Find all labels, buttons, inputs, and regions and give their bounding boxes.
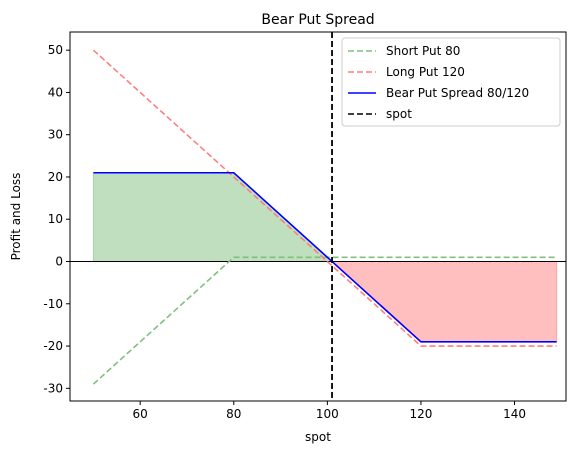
y-tick-label: 30 <box>48 128 63 142</box>
legend: Short Put 80 Long Put 120 Bear Put Spread … <box>341 37 561 127</box>
long-put-line <box>92 49 557 347</box>
short-put-line <box>92 256 557 385</box>
legend-box <box>341 37 561 127</box>
x-tick-label: 120 <box>409 407 432 421</box>
legend-label: spot <box>386 107 412 121</box>
legend-label: Short Put 80 <box>386 44 460 58</box>
loss-fill-area <box>330 261 558 343</box>
x-axis-label: spot <box>305 430 331 444</box>
y-axis-ticks: -30 -20 -10 0 10 20 30 40 50 <box>43 43 70 395</box>
y-tick-label: 50 <box>48 43 63 57</box>
y-tick-label: 40 <box>48 85 63 99</box>
y-tick-label: -20 <box>43 339 63 353</box>
x-axis-ticks: 60 80 100 120 140 <box>133 401 526 421</box>
y-tick-label: 20 <box>48 170 63 184</box>
legend-label: Bear Put Spread 80/120 <box>386 86 529 100</box>
y-tick-label: -30 <box>43 381 63 395</box>
profit-fill-area <box>92 172 334 263</box>
x-tick-label: 60 <box>133 407 148 421</box>
x-tick-label: 100 <box>316 407 339 421</box>
y-axis-label: Profit and Loss <box>9 173 23 261</box>
x-tick-label: 140 <box>503 407 526 421</box>
y-tick-label: -10 <box>43 297 63 311</box>
spread-line <box>93 171 557 343</box>
chart-title: Bear Put Spread <box>261 12 374 28</box>
y-tick-label: 0 <box>55 255 63 269</box>
legend-label: Long Put 120 <box>386 65 465 79</box>
series-layer <box>92 32 557 401</box>
plot-frame <box>69 31 567 402</box>
y-tick-label: 10 <box>48 212 63 226</box>
x-tick-label: 80 <box>226 407 241 421</box>
